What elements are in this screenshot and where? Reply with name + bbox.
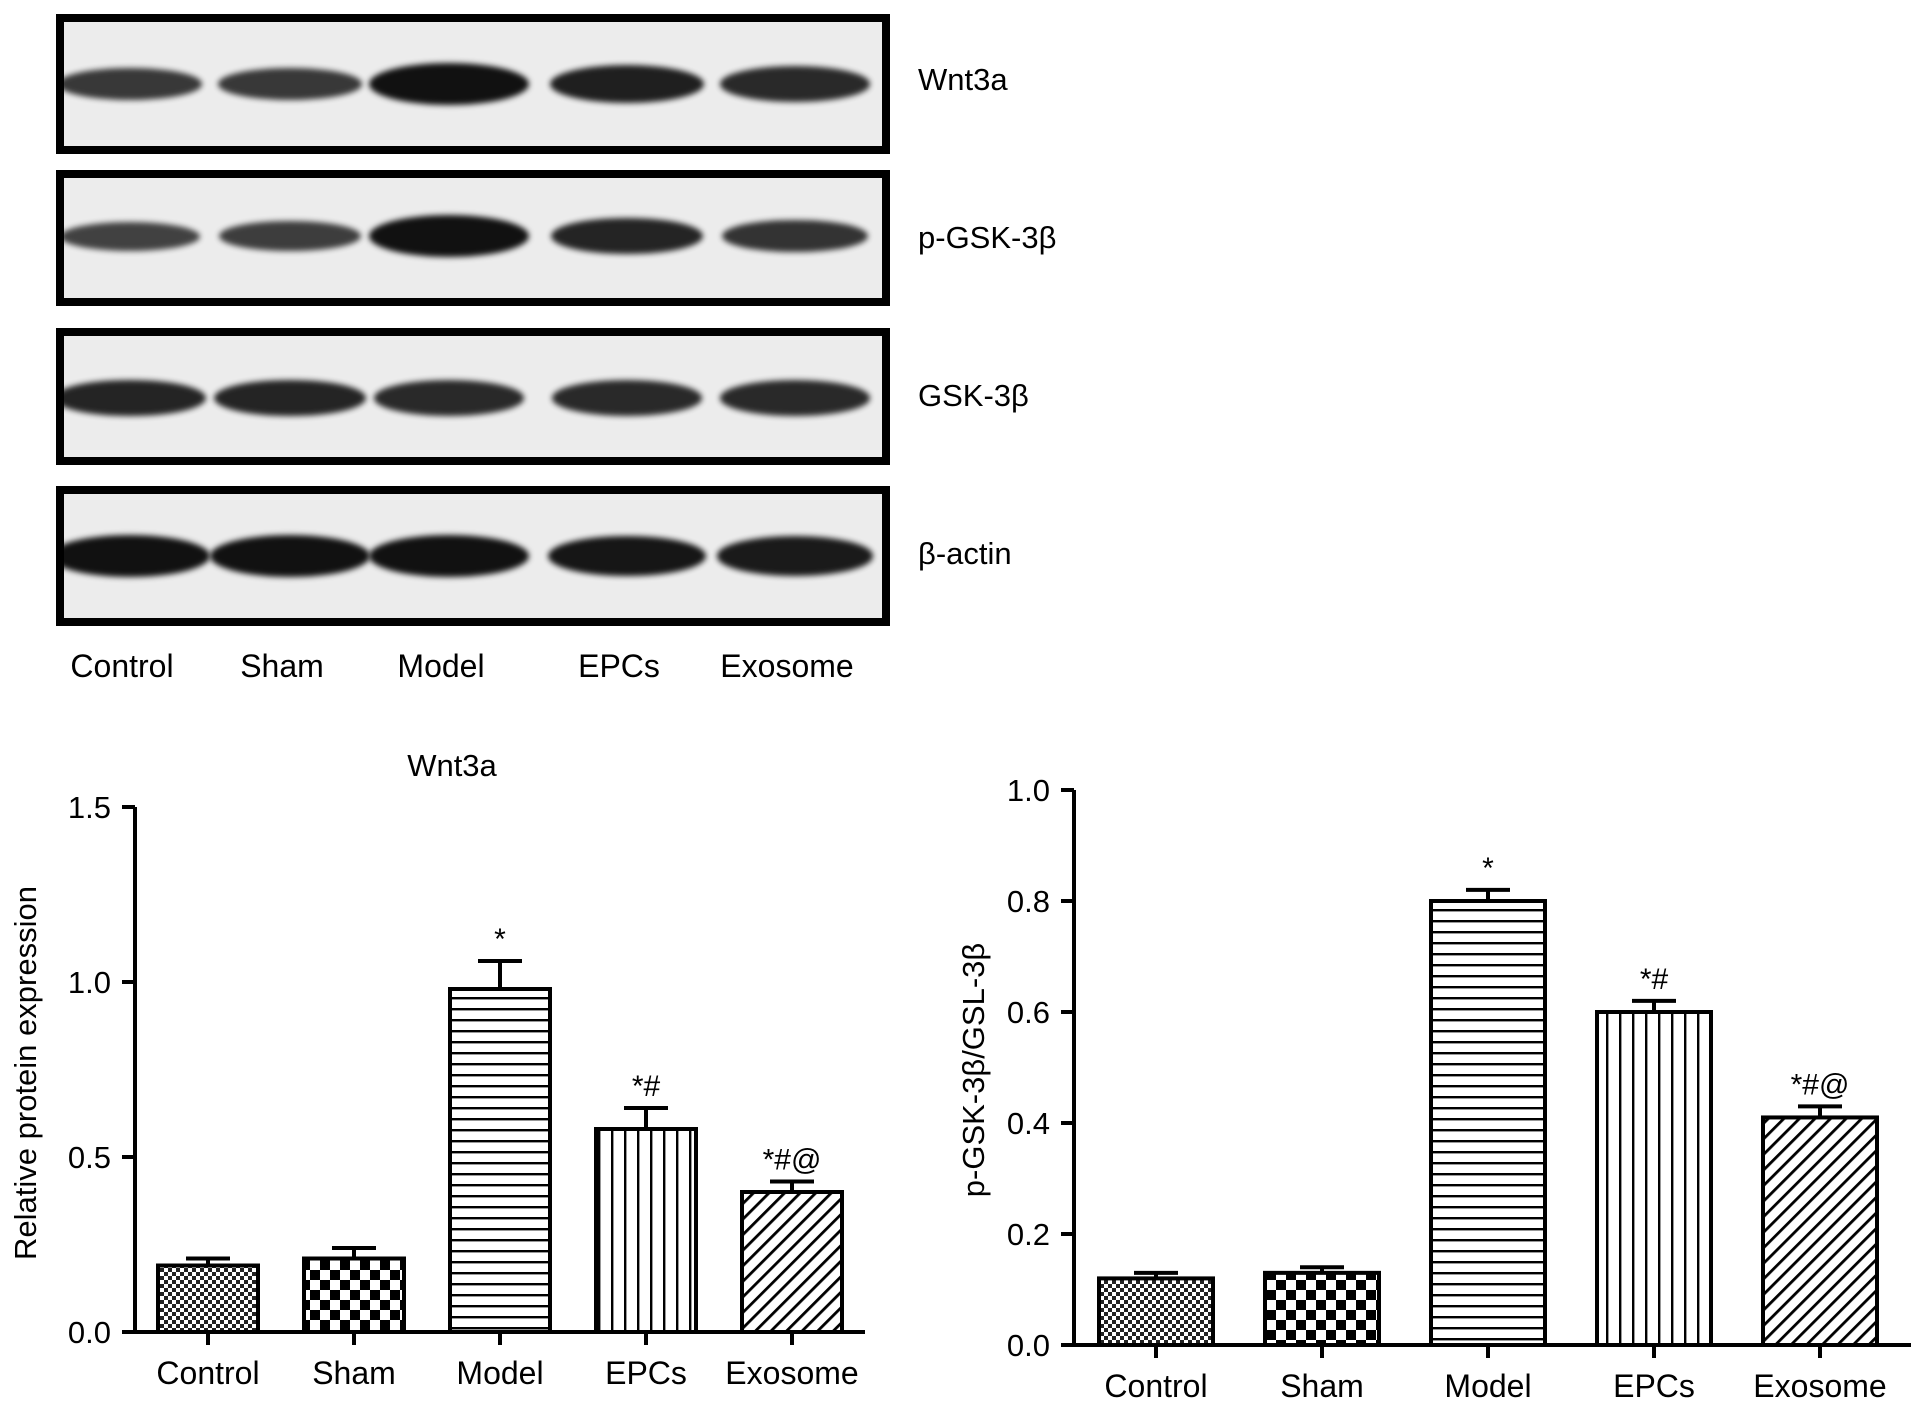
bar <box>448 987 552 1334</box>
chart-title: Wnt3a <box>407 748 497 783</box>
bar <box>156 1263 260 1334</box>
bar <box>1429 899 1547 1347</box>
blot-label-p-gsk3b: p-GSK-3β <box>918 220 1057 255</box>
y-tick-label: 1.0 <box>1007 773 1050 808</box>
y-tick-label: 1.0 <box>68 965 111 1000</box>
wnt3a-bar-chart: 0.0 0.5 1.0 1.5 Control Sham Model * EPCs *# Exoso… <box>8 748 865 1391</box>
y-tick-label: 1.5 <box>68 790 111 825</box>
lane-label-exosome: Exosome <box>720 648 854 684</box>
significance-label: * <box>1482 852 1494 885</box>
blot-band <box>722 219 868 253</box>
blot-band <box>64 535 210 577</box>
y-tick-label: 0.8 <box>1007 884 1050 919</box>
y-tick-label: 0.0 <box>68 1315 111 1350</box>
bar <box>740 1190 844 1334</box>
x-tick-label: EPCs <box>605 1355 687 1391</box>
lane-label-model: Model <box>397 648 485 684</box>
x-tick-label: EPCs <box>1613 1368 1695 1404</box>
blot-band <box>720 380 870 416</box>
bar <box>302 1256 406 1334</box>
blot-band <box>210 535 370 577</box>
y-axis-label: p-GSK-3β/GSL-3β <box>956 943 991 1197</box>
bar <box>1761 1115 1879 1348</box>
bar <box>1097 1276 1215 1348</box>
bar <box>594 1127 698 1334</box>
blot-panel-gsk3b <box>56 328 890 465</box>
bar <box>1263 1270 1381 1347</box>
x-tick-label: Control <box>156 1355 259 1391</box>
y-tick-label: 0.0 <box>1007 1328 1050 1363</box>
y-tick-label: 0.5 <box>68 1140 111 1175</box>
blot-band <box>64 68 202 100</box>
significance-label: *#@ <box>763 1144 822 1177</box>
bar <box>1595 1010 1713 1347</box>
blot-band <box>369 215 529 257</box>
blot-band <box>552 380 702 416</box>
x-tick-label: Exosome <box>725 1355 858 1391</box>
blot-band <box>219 220 361 252</box>
blot-band <box>550 64 704 104</box>
blot-band <box>720 66 870 102</box>
blot-label-wnt3a: Wnt3a <box>918 62 1008 97</box>
lane-label-sham: Sham <box>240 648 324 684</box>
y-tick-label: 0.2 <box>1007 1217 1050 1252</box>
blot-band <box>369 63 529 105</box>
y-tick-label: 0.4 <box>1007 1106 1050 1141</box>
blot-label-gsk3b: GSK-3β <box>918 378 1029 413</box>
blot-band <box>64 379 206 417</box>
significance-label: *#@ <box>1791 1068 1850 1101</box>
y-tick-label: 0.6 <box>1007 995 1050 1030</box>
blot-band <box>551 217 703 255</box>
blot-band <box>717 536 873 576</box>
x-tick-label: Sham <box>1280 1368 1364 1404</box>
blot-panel-p-gsk3b <box>56 170 890 306</box>
blot-band <box>214 379 366 417</box>
x-tick-label: Model <box>456 1355 543 1391</box>
blot-panel-beta-actin <box>56 486 890 626</box>
lane-label-control: Control <box>70 648 174 684</box>
blot-label-beta-actin: β-actin <box>918 536 1012 571</box>
blot-band <box>218 68 362 100</box>
blot-panel-wnt3a <box>56 14 890 154</box>
significance-label: *# <box>632 1070 661 1103</box>
blot-band <box>369 535 529 577</box>
x-tick-label: Model <box>1444 1368 1531 1404</box>
blot-band <box>64 221 200 251</box>
blot-band <box>374 380 524 416</box>
lane-label-epcs: EPCs <box>578 648 660 684</box>
x-tick-label: Control <box>1104 1368 1207 1404</box>
x-tick-label: Exosome <box>1753 1368 1886 1404</box>
y-axis-label: Relative protein expression <box>8 886 43 1260</box>
blot-band <box>548 535 706 577</box>
significance-label: *# <box>1640 963 1669 996</box>
significance-label: * <box>494 923 506 956</box>
x-tick-label: Sham <box>312 1355 396 1391</box>
p-gsk3b-ratio-bar-chart: 0.0 0.2 0.4 0.6 0.8 1.0 Control Sham Model * EPCs *… <box>956 773 1911 1404</box>
western-blot: Wnt3a p-GSK-3β GSK-3β β-actin Control Sh… <box>0 0 1913 700</box>
